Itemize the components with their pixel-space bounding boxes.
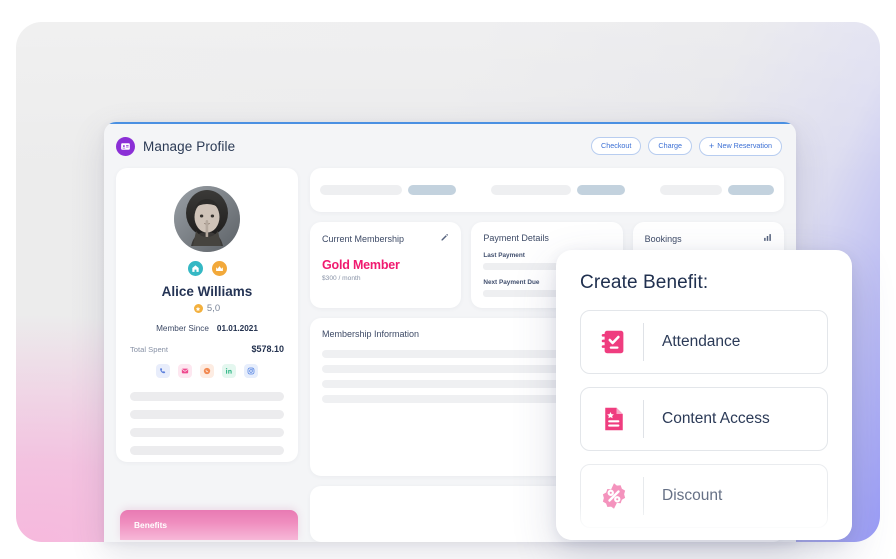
divider	[643, 400, 644, 438]
payment-details-title: Payment Details	[483, 233, 549, 243]
profile-skeleton-list	[130, 392, 284, 455]
instagram-icon[interactable]	[244, 364, 258, 378]
payment-details-header: Payment Details	[483, 233, 610, 243]
create-benefit-panel: Create Benefit: Attendance	[556, 250, 852, 540]
current-membership-header: Current Membership	[322, 233, 449, 244]
plan-name: Gold Member	[322, 258, 400, 272]
skeleton-bar	[491, 185, 571, 195]
window-accent-bar	[104, 122, 796, 124]
profile-badges	[187, 261, 227, 276]
benefit-option-discount[interactable]: Discount	[580, 464, 828, 528]
charge-button-label: Charge	[658, 141, 682, 151]
membership-information-skeleton-list	[322, 350, 772, 403]
current-membership-title: Current Membership	[322, 233, 405, 244]
skeleton-row	[130, 410, 284, 419]
profile-card: Alice Williams 5,0 Member Since 01.01.20…	[116, 168, 298, 462]
skeleton-bar	[660, 185, 722, 195]
percent-badge-icon	[597, 481, 631, 511]
toolbar-group	[491, 185, 625, 195]
profile-column: Alice Williams 5,0 Member Since 01.01.20…	[116, 168, 298, 542]
skeleton-row	[322, 395, 772, 403]
benefit-option-content-access[interactable]: Content Access	[580, 387, 828, 451]
benefit-option-label: Attendance	[662, 333, 741, 350]
next-payment-label: Next Payment Due	[483, 279, 540, 286]
skeleton-row	[130, 446, 284, 455]
new-reservation-button-label: New Reservation	[717, 141, 772, 151]
toolbar-group	[320, 185, 456, 195]
skeleton-bar	[483, 263, 611, 270]
last-payment-label: Last Payment	[483, 252, 525, 259]
member-since-value: 01.01.2021	[216, 324, 258, 333]
checkout-button[interactable]: Checkout	[591, 137, 642, 155]
bar-chart-icon	[763, 233, 772, 244]
plan-price: $300 / month	[322, 275, 361, 282]
skeleton-bar	[320, 185, 402, 195]
skeleton-row	[130, 392, 284, 401]
bookings-header: Bookings	[645, 233, 772, 244]
new-reservation-button[interactable]: + New Reservation	[699, 136, 782, 156]
total-spent-label: Total Spent	[130, 345, 168, 354]
checklist-icon	[597, 327, 631, 357]
total-spent-value: $578.10	[251, 344, 284, 354]
rating: 5,0	[193, 303, 221, 314]
app-brand: Manage Profile	[116, 136, 236, 156]
whatsapp-icon[interactable]	[200, 364, 214, 378]
linkedin-icon[interactable]	[222, 364, 236, 378]
benefit-option-attendance[interactable]: Attendance	[580, 310, 828, 374]
total-spent: Total Spent $578.10	[130, 344, 284, 354]
toolbar-group	[660, 185, 774, 195]
crown-icon	[211, 261, 227, 276]
current-membership-card: Current Membership Gold Member $300 / mo…	[310, 222, 462, 308]
benefits-tab-label: Benefits	[134, 520, 168, 530]
create-benefit-title: Create Benefit:	[580, 272, 709, 293]
profile-name: Alice Williams	[161, 284, 253, 299]
bookings-title: Bookings	[644, 233, 682, 244]
skeleton-row	[322, 380, 772, 388]
home-icon	[187, 261, 203, 276]
divider	[643, 323, 644, 361]
membership-information-header: Membership Information	[322, 329, 772, 339]
skeleton-row	[322, 365, 772, 373]
skeleton-bar-accent	[728, 185, 774, 195]
page-title: Manage Profile	[143, 138, 236, 154]
skeleton-row	[130, 428, 284, 437]
header-actions: Checkout Charge + New Reservation	[591, 136, 782, 156]
member-since-label: Member Since	[156, 324, 209, 333]
pencil-icon[interactable]	[440, 233, 449, 244]
divider	[643, 477, 644, 515]
charge-button[interactable]: Charge	[648, 137, 692, 155]
rating-value: 5,0	[206, 303, 221, 314]
skeleton-bar-accent	[577, 185, 625, 195]
email-icon[interactable]	[178, 364, 192, 378]
benefits-tab[interactable]: Benefits	[120, 510, 298, 540]
phone-icon[interactable]	[156, 364, 170, 378]
social-links	[156, 364, 258, 378]
id-card-icon	[116, 136, 135, 156]
document-star-icon	[597, 404, 631, 434]
member-since: Member Since 01.01.2021	[156, 324, 258, 333]
skeleton-row	[322, 350, 772, 358]
plus-icon: +	[709, 140, 715, 151]
skeleton-bar-accent	[408, 185, 456, 195]
checkout-button-label: Checkout	[601, 141, 632, 151]
app-header: Manage Profile Checkout Charge + New Res…	[104, 124, 796, 168]
membership-information-title: Membership Information	[322, 329, 420, 339]
benefit-option-label: Discount	[662, 487, 723, 504]
create-benefit-options: Attendance Content Access	[580, 310, 828, 528]
toolbar-skeleton	[310, 168, 784, 212]
star-icon	[193, 304, 203, 313]
benefit-option-label: Content Access	[662, 410, 770, 427]
avatar	[174, 186, 240, 252]
skeleton-bar	[483, 290, 611, 297]
